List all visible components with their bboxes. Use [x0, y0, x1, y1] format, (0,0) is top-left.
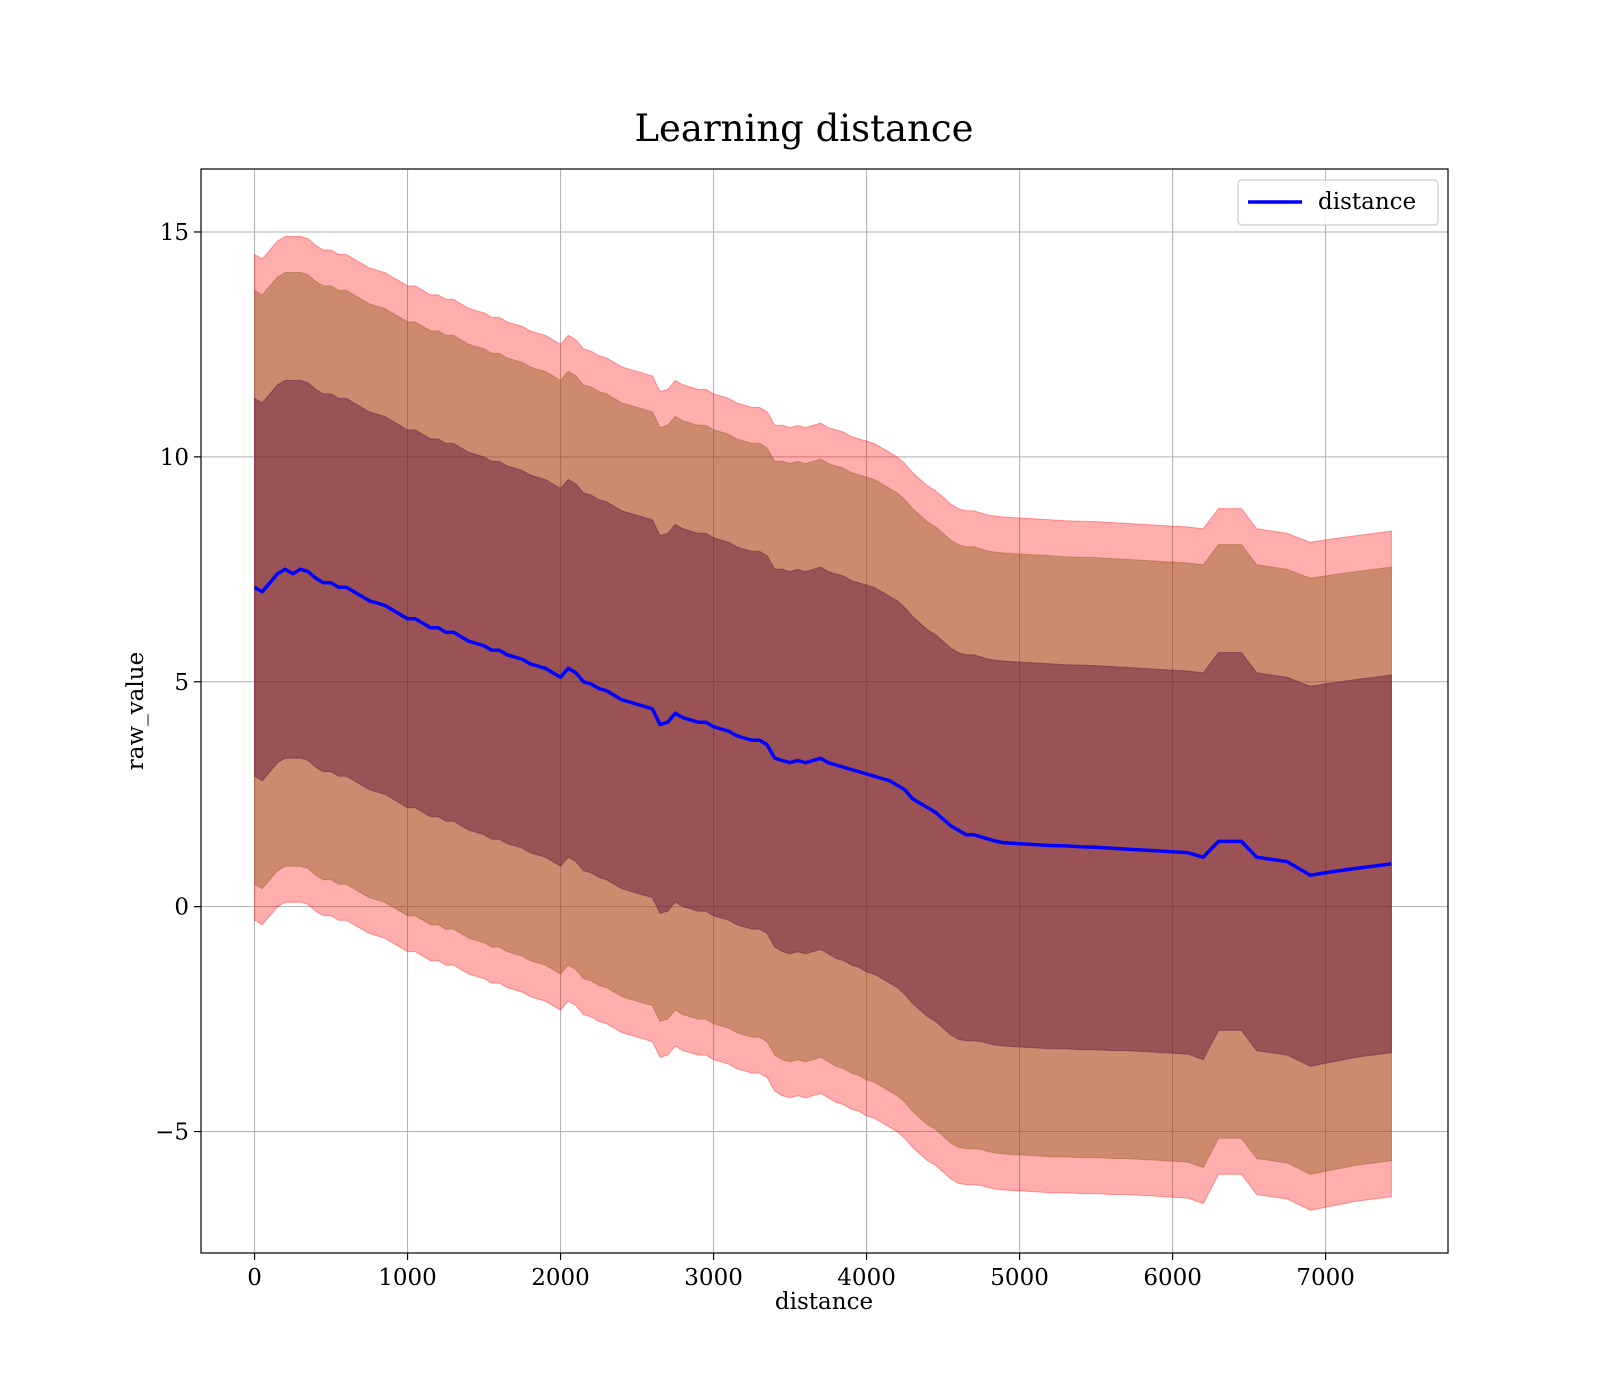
x-tick-label: 4000: [837, 1265, 896, 1291]
series-lines: [253, 567, 1392, 877]
y-tick-label: −5: [155, 1120, 189, 1146]
plot-area-frame: [200, 168, 1449, 1254]
y-tick-label: 10: [160, 445, 189, 471]
x-tick-label: 1000: [378, 1265, 437, 1291]
band-middle: [254, 272, 1392, 1175]
band-inner: [254, 379, 1392, 1067]
x-tick-label: 2000: [531, 1265, 590, 1291]
x-tick-label: 5000: [990, 1265, 1049, 1291]
y-axis-label: raw_value: [123, 652, 149, 770]
y-axis-ticks: −5 0 5 10 15: [155, 220, 201, 1146]
x-axis-label: distance: [775, 1289, 873, 1315]
legend: distance: [1237, 179, 1439, 226]
confidence-bands: [254, 236, 1392, 1211]
legend-label-distance: distance: [1318, 189, 1416, 215]
y-tick-label: 0: [174, 895, 189, 921]
y-tick-label: 15: [160, 220, 189, 246]
legend-box: [1237, 179, 1439, 226]
x-tick-label: 0: [247, 1265, 262, 1291]
y-tick-label: 5: [174, 670, 189, 696]
band-outer: [254, 236, 1392, 1211]
series-line-distance: [253, 567, 1392, 877]
grid-lines: [201, 169, 1448, 1253]
chart-title: Learning distance: [634, 107, 973, 150]
x-tick-label: 3000: [684, 1265, 743, 1291]
x-axis-ticks: 0 1000 2000 3000 4000 5000 6000 7000: [247, 1253, 1355, 1291]
x-tick-label: 6000: [1143, 1265, 1202, 1291]
x-tick-label: 7000: [1296, 1265, 1355, 1291]
